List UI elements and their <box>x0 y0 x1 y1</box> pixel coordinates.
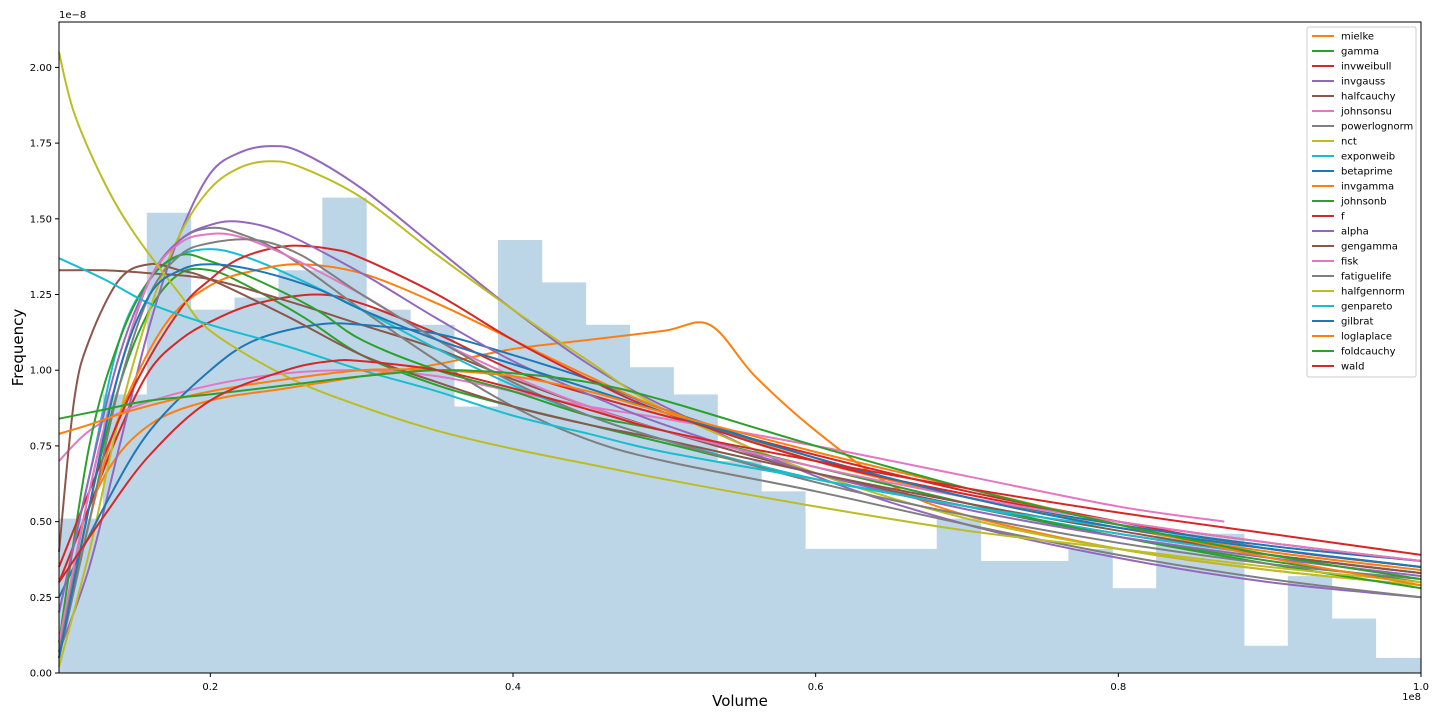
histogram-bar <box>1068 548 1113 673</box>
legend-label: f <box>1341 212 1345 223</box>
y-tick-label: 0.50 <box>30 517 52 528</box>
legend-label: exponweib <box>1341 152 1395 163</box>
y-axis: 0.00 0.25 0.50 0.75 1.00 1.25 1.50 1.75 2.00 <box>30 63 59 680</box>
x-axis: 0.2 0.4 0.6 0.8 1.0 <box>202 673 1429 693</box>
x-axis-offset-label: 1e8 <box>1402 692 1421 703</box>
histogram-bar <box>102 394 148 673</box>
histogram-bar <box>1375 657 1422 673</box>
y-tick-label: 0.75 <box>30 441 52 452</box>
histogram-bar <box>1287 576 1333 673</box>
histogram-bar <box>980 560 1026 673</box>
legend-label: gamma <box>1341 47 1379 58</box>
legend-label: alpha <box>1341 227 1369 238</box>
plot-area <box>58 21 1422 674</box>
legend-label: halfcauchy <box>1341 92 1396 103</box>
x-tick-label: 0.4 <box>505 682 521 693</box>
series-line-halfgennorm <box>58 52 1422 584</box>
legend-label: powerlognorm <box>1341 122 1413 133</box>
legend-label: invweibull <box>1341 62 1391 73</box>
legend-label: fatiguelife <box>1341 272 1391 283</box>
histogram-bar <box>234 297 279 673</box>
histogram-bar <box>190 309 236 673</box>
y-axis-offset-label: 1e−8 <box>59 10 86 21</box>
series-line-wald <box>58 358 1422 583</box>
legend-label: gengamma <box>1341 242 1398 253</box>
legend-label: genpareto <box>1341 302 1392 313</box>
series-line-foldcauchy <box>58 369 1422 581</box>
series-line-invgauss <box>58 145 1422 653</box>
histogram-bar <box>1243 645 1289 673</box>
legend-label: betaprime <box>1341 167 1393 178</box>
legend-label: fisk <box>1341 257 1359 268</box>
legend-label: loglaplace <box>1341 332 1392 343</box>
x-tick-label: 0.2 <box>202 682 218 693</box>
axes-frame <box>58 21 1422 674</box>
legend: mielke gamma invweibull invgauss halfcauchy j… <box>1306 26 1417 378</box>
x-tick-label: 0.6 <box>808 682 824 693</box>
x-tick-label: 0.8 <box>1110 682 1126 693</box>
histogram-bars <box>59 197 1422 674</box>
y-tick-label: 1.75 <box>30 139 52 150</box>
legend-label: mielke <box>1341 32 1374 43</box>
y-tick-label: 1.50 <box>30 214 52 225</box>
y-tick-label: 1.00 <box>30 366 52 377</box>
histogram-bar <box>892 548 938 673</box>
histogram-bar <box>497 240 543 673</box>
legend-label: invgamma <box>1341 182 1394 193</box>
series-line-nct <box>58 160 1422 668</box>
histogram-bar <box>1331 618 1377 673</box>
y-tick-label: 0.25 <box>30 593 52 604</box>
x-tick-label: 1.0 <box>1413 682 1429 693</box>
histogram-bar <box>278 270 323 673</box>
histogram-bar <box>1024 560 1069 673</box>
y-tick-label: 1.25 <box>30 290 52 301</box>
series-line-johnsonb <box>58 253 1422 643</box>
y-tick-label: 2.00 <box>30 63 52 74</box>
legend-label: invgauss <box>1341 77 1385 88</box>
histogram-bar <box>761 491 806 673</box>
legend-label: nct <box>1341 137 1357 148</box>
legend-label: wald <box>1341 362 1364 373</box>
histogram-bar <box>848 548 894 673</box>
legend-label: foldcauchy <box>1341 347 1396 358</box>
legend-frame <box>1306 26 1417 378</box>
series-lines <box>58 52 1422 668</box>
legend-label: gilbrat <box>1341 317 1373 328</box>
series-line-gengamma <box>58 262 1422 575</box>
legend-label: halfgennorm <box>1341 287 1405 298</box>
histogram-bar <box>453 406 499 673</box>
series-line-fatiguelife <box>58 238 1422 659</box>
legend-label: johnsonsu <box>1340 107 1392 118</box>
y-tick-label: 0.00 <box>30 669 52 680</box>
series-line-johnsonsu <box>58 369 1225 523</box>
legend-label: johnsonb <box>1340 197 1387 208</box>
x-axis-label: Volume <box>712 692 768 710</box>
histogram-bar <box>1112 588 1157 673</box>
y-axis-label: Frequency <box>9 309 27 387</box>
series-line-gilbrat <box>58 263 1422 659</box>
histogram-bar <box>805 548 850 673</box>
histogram-bar <box>936 518 982 673</box>
